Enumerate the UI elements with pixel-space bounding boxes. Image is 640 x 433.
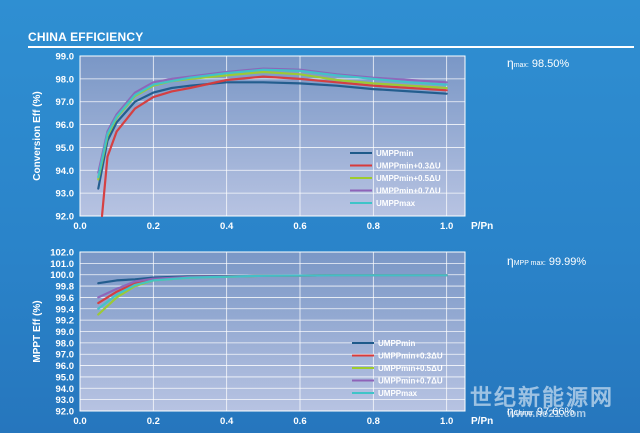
legend-label-umppmin-0-7-u: UMPPmin+0.7ΔU: [378, 377, 443, 386]
y-tick-label: 99.0: [56, 327, 75, 338]
x-tick-label: 0.2: [147, 221, 160, 232]
y-axis-label: Conversion Eff (%): [32, 91, 43, 180]
series-line-umppmin-0-3-u: [100, 75, 448, 218]
y-tick-label: 95.0: [56, 372, 75, 383]
series-line-umppmax: [97, 68, 448, 179]
y-tick-label: 96.0: [56, 361, 75, 372]
x-axis-label: P/Pn: [471, 416, 493, 427]
mppt-efficiency-chart: 92.093.094.095.096.097.098.099.099.299.4…: [32, 248, 493, 428]
legend-label-umppmin: UMPPmin: [376, 149, 413, 158]
eta-china-subscript: China:: [513, 410, 534, 417]
y-tick-label: 93.0: [56, 189, 75, 200]
x-tick-label: 0.2: [147, 416, 160, 427]
y-tick-label: 97.0: [56, 350, 75, 361]
eta-max-value: 98.50%: [531, 58, 570, 70]
x-axis-label: P/Pn: [471, 221, 493, 232]
x-tick-label: 1.0: [440, 221, 453, 232]
y-axis-label: MPPT Eff (%): [32, 300, 43, 362]
watermark-logo: 世纪新能源网: [470, 385, 615, 410]
y-tick-label: 98.0: [56, 338, 75, 349]
y-tick-label: 99.2: [56, 316, 75, 327]
y-tick-label: 101.0: [50, 259, 74, 270]
y-tick-label: 95.0: [56, 143, 75, 154]
y-tick-label: 96.0: [56, 120, 75, 131]
legend-label-umppmin-0-3-u: UMPPmin+0.3ΔU: [378, 352, 443, 361]
title-divider: [28, 46, 634, 48]
eta-max-readout: ηmax: 98.50%: [507, 56, 569, 70]
x-tick-label: 0.6: [293, 221, 306, 232]
x-tick-label: 0.8: [367, 221, 380, 232]
legend-label-umppmax: UMPPmax: [376, 199, 416, 208]
y-tick-label: 92.0: [56, 212, 75, 223]
y-tick-label: 99.0: [56, 52, 75, 63]
eta-max-subscript: max:: [513, 62, 529, 69]
legend-label-umppmax: UMPPmax: [378, 389, 418, 398]
legend-label-umppmin-0-3-u: UMPPmin+0.3ΔU: [376, 162, 441, 171]
y-tick-label: 99.6: [56, 293, 75, 304]
x-tick-label: 0.8: [367, 416, 380, 427]
y-tick-label: 94.0: [56, 384, 75, 395]
legend-label-umppmin: UMPPmin: [378, 339, 415, 348]
x-tick-label: 0.0: [73, 416, 86, 427]
watermark-url: www.ne21.com: [507, 408, 587, 420]
y-tick-label: 97.0: [56, 97, 75, 108]
y-tick-label: 98.0: [56, 74, 75, 85]
eta-china-value: 97.66%: [536, 406, 575, 418]
eta-china-readout: ηChina: 97.66%: [507, 404, 574, 418]
y-tick-label: 94.0: [56, 166, 75, 177]
y-tick-label: 99.4: [56, 304, 75, 315]
x-tick-label: 0.6: [293, 416, 306, 427]
y-tick-label: 99.8: [56, 282, 75, 293]
y-tick-label: 93.0: [56, 395, 75, 406]
x-tick-label: 0.4: [220, 221, 234, 232]
eta-mpp-subscript: MPP max:: [513, 260, 546, 267]
eta-symbol: η: [507, 56, 514, 70]
x-tick-label: 0.0: [73, 221, 86, 232]
eta-symbol: η: [507, 404, 514, 418]
conversion-efficiency-chart: 92.0 93.0 94.0 95.0 96.0 97.0 98.0 99.0 0.0 0.2 0.…: [32, 52, 493, 233]
y-tick-label: 100.0: [50, 270, 74, 281]
y-tick-label: 102.0: [50, 248, 74, 259]
legend-label-umppmin-0-5-u: UMPPmin+0.5ΔU: [378, 364, 443, 373]
series-line-umppmax: [97, 274, 448, 310]
eta-mpp-value: 99.99%: [548, 256, 587, 268]
legend-label-umppmin-0-5-u: UMPPmin+0.5ΔU: [376, 174, 441, 183]
eta-mpp-readout: ηMPP max: 99.99%: [507, 254, 586, 268]
x-tick-label: 0.4: [220, 416, 234, 427]
section-title: CHINA EFFICIENCY: [28, 30, 144, 44]
eta-symbol: η: [507, 254, 514, 268]
y-tick-label: 92.0: [56, 407, 75, 418]
legend-label-umppmin-0-7-u: UMPPmin+0.7ΔU: [376, 187, 441, 196]
x-tick-label: 1.0: [440, 416, 453, 427]
